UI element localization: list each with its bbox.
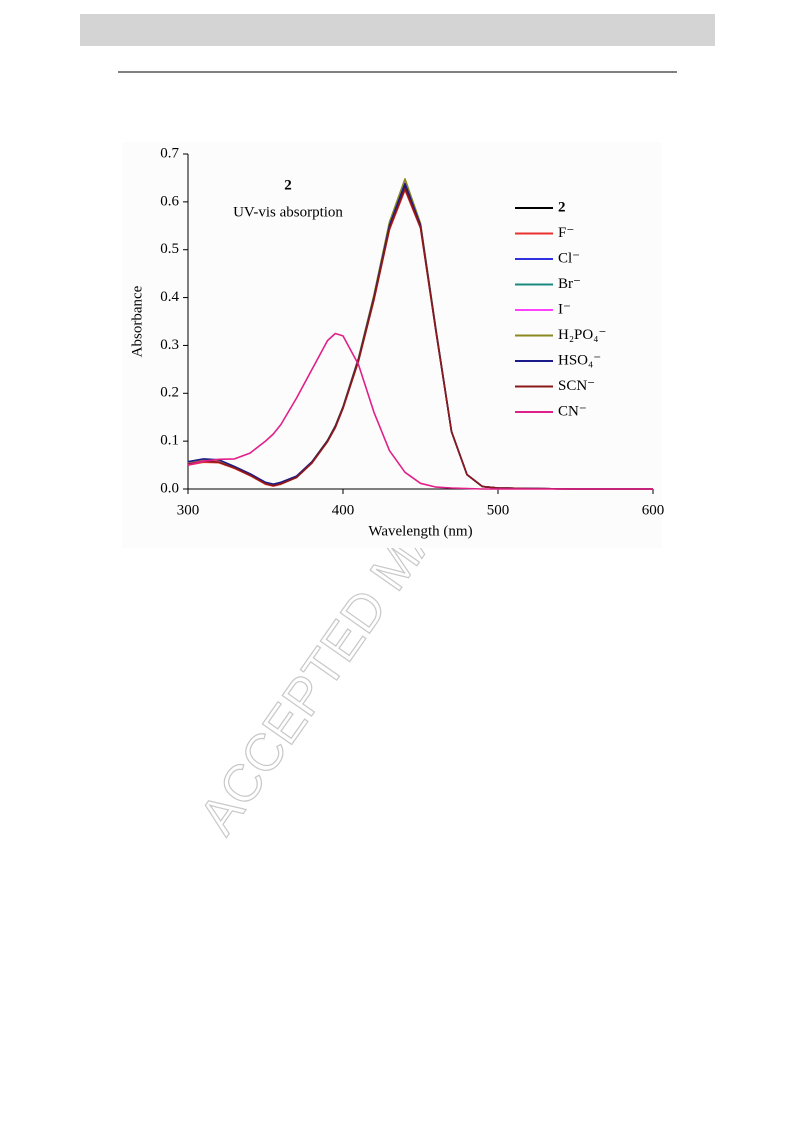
legend-label: Cl⁻ [558,250,580,266]
legend-label: I⁻ [558,301,571,317]
legend-label: H₂PO₄⁻ [558,327,606,343]
x-tick-label: 300 [177,502,200,518]
x-axis-label: Wavelength (nm) [368,523,472,539]
legend-label: HSO₄⁻ [558,352,601,368]
legend-label: Br⁻ [558,276,581,292]
x-tick-label: 500 [487,502,510,518]
legend-label: F⁻ [558,225,574,241]
series-line [187,332,653,490]
figure-background [122,142,662,548]
y-tick-label: 0.0 [160,480,179,496]
x-tick-label: 400 [332,502,355,518]
x-tick-label: 600 [642,502,665,518]
chart: 0.0 0.1 0.2 0.3 0.4 0.5 0.6 0.7 300 400 500 600 Wave… [129,145,664,539]
y-tick-label: 0.5 [160,241,179,257]
series-line [187,187,653,490]
legend-label: CN⁻ [558,403,587,419]
legend-label: SCN⁻ [558,378,595,394]
annotation: UV-vis absorption [233,204,343,220]
y-tick-label: 0.3 [160,337,179,353]
y-tick-label: 0.4 [160,289,179,305]
y-tick-label: 0.2 [160,385,179,401]
y-tick-label: 0.7 [160,145,179,161]
legend-label: 2 [558,199,566,215]
y-tick-label: 0.1 [160,433,179,449]
header-bar [80,14,715,46]
y-axis-label: Absorbance [129,285,145,357]
y-tick-label: 0.6 [160,193,179,209]
annotation: 2 [284,177,292,193]
